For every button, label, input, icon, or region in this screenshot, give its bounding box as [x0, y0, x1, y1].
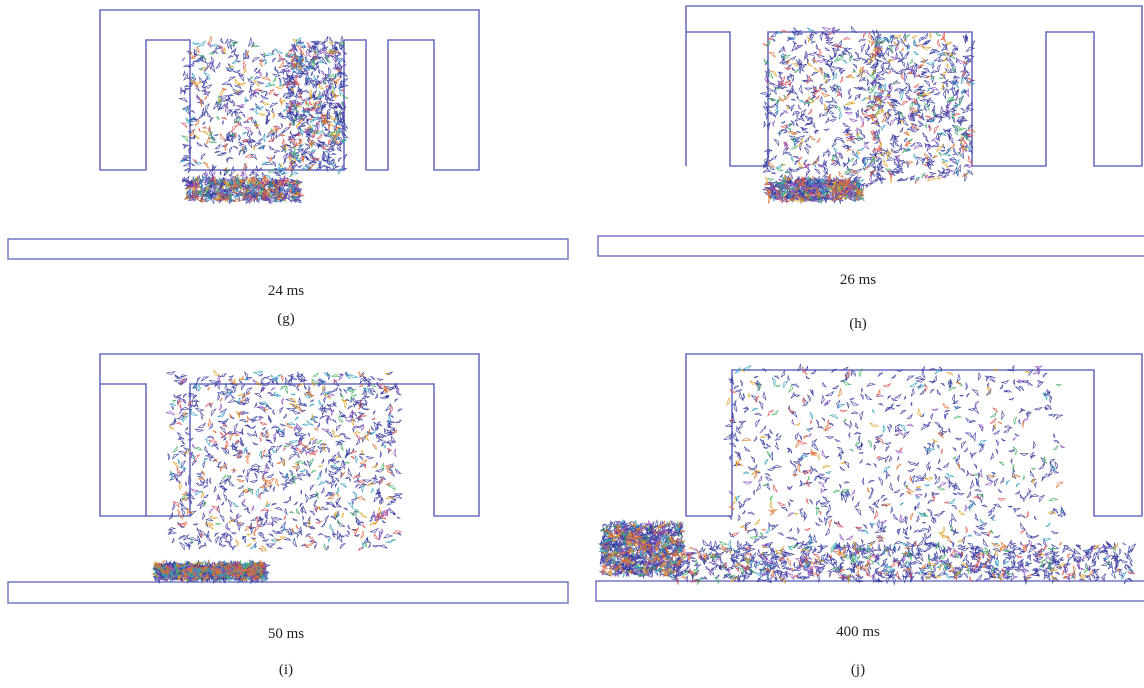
caption-i: (i) [278, 662, 294, 678]
particle-cloud-h [759, 25, 976, 205]
caption-j: (j) [850, 662, 866, 678]
caption-h: (h) [849, 316, 867, 332]
time-label-h: 26 ms [839, 272, 877, 288]
time-label-g: 24 ms [267, 283, 305, 299]
particle-cloud-j [598, 363, 1137, 586]
simulation-frame-g [7, 9, 569, 260]
panel-i: 50 ms (i) [0, 344, 572, 688]
time-label-j: 400 ms [836, 624, 880, 640]
panel-j: 400 ms (j) [572, 344, 1144, 688]
simulation-frame-i [7, 353, 569, 604]
particle-cloud-i [150, 369, 404, 585]
simulation-frame-h [597, 5, 1144, 257]
time-label-i: 50 ms [267, 626, 305, 642]
panel-h: 26 ms (h) [572, 0, 1144, 344]
panel-g: 24 ms (g) [0, 0, 572, 344]
particle-cloud-g [178, 34, 349, 205]
simulation-frame-j [595, 353, 1144, 602]
caption-g: (g) [277, 311, 295, 327]
